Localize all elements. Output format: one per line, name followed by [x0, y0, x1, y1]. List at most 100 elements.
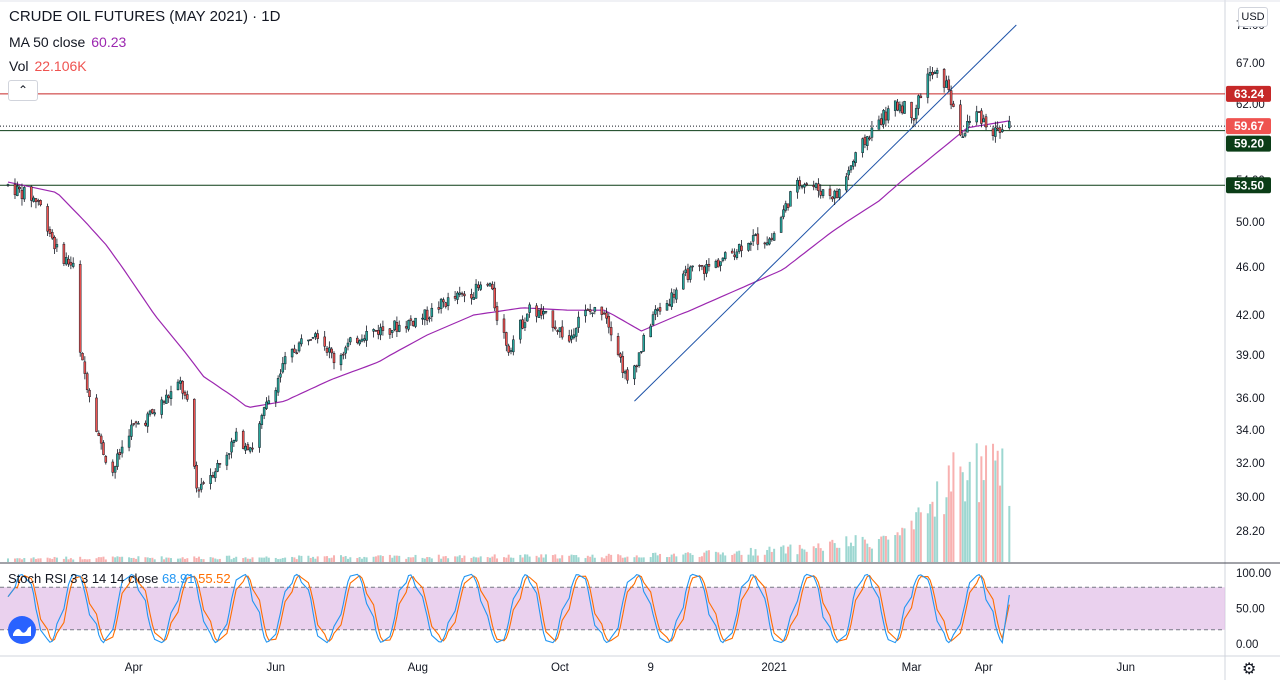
volume-bar-129	[428, 557, 431, 562]
volume-bar-298	[980, 456, 983, 562]
volume-bar-91	[307, 555, 310, 562]
collapse-legend-button[interactable]: ⌃	[8, 80, 38, 101]
candle-body-184	[607, 316, 611, 328]
gear-icon[interactable]: ⚙	[1242, 661, 1257, 678]
volume-bar-22	[81, 559, 84, 562]
candle-body-258	[849, 165, 853, 171]
volume-bar-111	[372, 556, 375, 562]
volume-bar-276	[910, 520, 913, 562]
volume-bar-303	[996, 450, 999, 562]
volume-bar-123	[409, 557, 412, 562]
volume-bar-71	[242, 558, 245, 562]
volume-bar-60	[202, 559, 205, 562]
candle-body-269	[884, 111, 888, 121]
volume-bar-230	[756, 555, 759, 562]
tag-resistance: 63.24	[1234, 87, 1264, 101]
candle-body-73	[246, 444, 250, 451]
candle-body-63	[214, 471, 217, 479]
candle-body-119	[395, 322, 399, 332]
volume-bar-182	[603, 558, 606, 562]
candle-body-32	[113, 466, 117, 473]
candle-body-66	[225, 454, 229, 466]
currency-button[interactable]: USD	[1238, 7, 1268, 27]
volume-bar-126	[421, 557, 424, 562]
volume-bar-248	[817, 543, 820, 562]
candle-body-89	[297, 342, 301, 352]
volume-bar-17	[65, 556, 68, 562]
volume-bar-260	[854, 535, 857, 562]
candle-body-143	[474, 283, 478, 299]
candle-body-172	[570, 335, 573, 340]
candle-body-112	[374, 330, 378, 332]
candle-body-293	[963, 133, 967, 137]
volume-bar-179	[591, 554, 594, 562]
candle-body-22	[81, 353, 84, 361]
volume-bar-12	[48, 558, 51, 562]
volume-bar-224	[738, 550, 741, 562]
candle-body-158	[523, 322, 527, 328]
candle-body-64	[216, 463, 219, 472]
symbol-title[interactable]: CRUDE OIL FUTURES (MAY 2021) · 1D	[9, 8, 280, 25]
candle-body-15	[55, 244, 59, 248]
candle-body-295	[968, 121, 971, 123]
candle-body-3	[18, 186, 21, 190]
candle-body-286	[942, 68, 946, 88]
volume-bar-72	[244, 557, 247, 562]
candle-body-33	[116, 453, 119, 467]
candle-body-267	[879, 118, 883, 125]
candle-body-30	[104, 456, 108, 463]
volume-bar-186	[617, 554, 620, 562]
volume-bar-259	[852, 546, 855, 562]
candle-body-224	[737, 244, 741, 252]
candle-body-127	[423, 309, 427, 320]
candle-body-270	[886, 108, 890, 121]
volume-bar-132	[440, 558, 443, 562]
ma-legend[interactable]: MA 50 close 60.23	[9, 34, 126, 50]
candle-body-249	[819, 190, 822, 196]
tradingview-logo-icon[interactable]	[8, 616, 36, 644]
candle-body-181	[600, 306, 604, 315]
volume-bar-18	[67, 559, 70, 562]
candle-body-189	[623, 371, 627, 374]
volume-bar-178	[589, 556, 592, 562]
volume-bar-287	[945, 497, 948, 562]
volume-legend[interactable]: Vol 22.106K	[9, 58, 87, 74]
candle-body-164	[542, 311, 545, 315]
volume-bar-64	[216, 559, 219, 562]
candle-body-280	[919, 95, 923, 99]
volume-bar-265	[870, 548, 873, 562]
volume-bar-154	[509, 557, 512, 562]
candle-body-276	[910, 101, 913, 119]
volume-bar-160	[528, 556, 531, 562]
volume-bar-289	[950, 491, 953, 562]
stoch-rsi-legend[interactable]: Stoch RSI 3 3 14 14 close 68.91 55.52	[8, 571, 231, 586]
candle-body-219	[721, 257, 725, 261]
volume-bar-89	[298, 555, 301, 562]
candle-body-266	[877, 119, 881, 130]
candle-body-140	[463, 293, 466, 297]
candle-body-168	[556, 330, 559, 332]
candle-body-279	[917, 95, 920, 109]
volume-bar-77	[260, 557, 263, 562]
volume-bar-95	[316, 556, 319, 562]
candle-body-179	[591, 312, 594, 315]
candle-body-274	[900, 105, 904, 114]
volume-bar-7	[32, 557, 35, 562]
tag-last-price: 59.67	[1234, 119, 1264, 133]
candle-body-98	[328, 347, 331, 353]
candle-body-264	[868, 137, 871, 140]
volume-bar-204	[672, 553, 675, 562]
volume-bar-286	[943, 514, 946, 562]
candle-body-18	[67, 258, 70, 265]
candle-body-72	[244, 446, 247, 451]
candle-body-233	[768, 238, 771, 245]
candle-body-31	[111, 461, 115, 473]
time-tick-7: Apr	[975, 662, 993, 674]
candle-body-207	[684, 269, 687, 274]
volume-bar-181	[600, 557, 603, 562]
volume-bar-221	[731, 554, 734, 562]
volume-bar-145	[479, 556, 482, 562]
volume-bar-245	[805, 551, 808, 562]
